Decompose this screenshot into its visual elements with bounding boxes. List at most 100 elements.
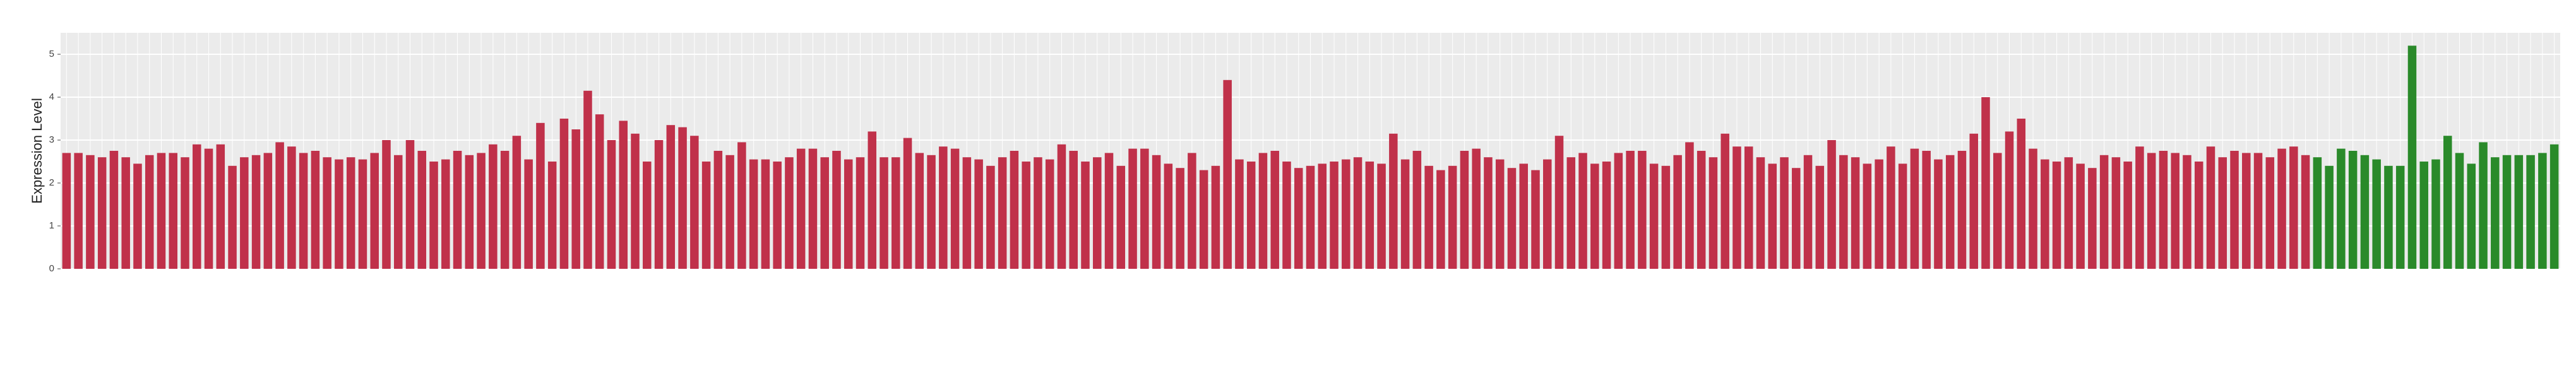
y-axis-label: Expression Level — [29, 98, 45, 204]
bar — [2029, 148, 2037, 269]
bar — [2549, 144, 2559, 269]
bar — [2099, 155, 2109, 269]
bar — [169, 153, 178, 269]
bar — [500, 151, 510, 269]
bar — [204, 148, 213, 269]
bar — [2052, 162, 2061, 269]
bar — [1957, 151, 1967, 269]
y-tick-label: 4 — [49, 92, 54, 102]
bar — [796, 148, 806, 269]
bar — [2419, 162, 2428, 269]
bar — [145, 155, 154, 269]
bar — [2360, 155, 2370, 269]
bar — [393, 155, 403, 269]
bar — [1649, 163, 1659, 269]
bar — [1270, 151, 1279, 269]
bar — [725, 155, 734, 269]
bar — [1069, 151, 1078, 269]
bar — [121, 157, 130, 269]
bar — [1246, 162, 1256, 269]
bar — [1472, 148, 1481, 269]
bar — [1590, 163, 1599, 269]
y-tick-label: 3 — [49, 134, 54, 145]
bar — [2538, 153, 2547, 269]
bar — [2017, 119, 2026, 269]
bar — [785, 157, 794, 269]
bar — [832, 151, 841, 269]
bar — [1223, 80, 1232, 269]
bar — [1969, 133, 1978, 269]
bar — [1803, 155, 1813, 269]
bar — [2183, 155, 2191, 269]
bar — [109, 151, 119, 269]
bar — [856, 157, 865, 269]
bar — [465, 155, 474, 269]
y-tick-label: 5 — [49, 49, 54, 59]
bar — [1116, 165, 1126, 269]
bar — [1400, 159, 1410, 269]
bar — [595, 114, 604, 269]
bar — [998, 157, 1007, 269]
bar — [1377, 163, 1386, 269]
bar — [1898, 163, 1907, 269]
bar — [1792, 168, 1801, 269]
bar — [1696, 151, 1706, 269]
bar — [808, 148, 818, 269]
bar — [749, 159, 758, 269]
bar — [1578, 153, 1587, 269]
bar — [974, 159, 983, 269]
bar — [1176, 168, 1184, 269]
bar — [1436, 170, 1445, 269]
bar — [1235, 159, 1244, 269]
bar — [1211, 165, 1220, 269]
bar — [2407, 45, 2417, 269]
bar — [2206, 146, 2215, 269]
bar — [429, 162, 438, 269]
bar — [287, 146, 296, 269]
bar — [346, 157, 355, 269]
bar — [2479, 142, 2488, 269]
bar — [405, 140, 415, 269]
bar — [2041, 159, 2049, 269]
bar — [1839, 155, 1848, 269]
bar — [844, 159, 853, 269]
bar — [2265, 157, 2275, 269]
bar — [477, 153, 486, 269]
bar — [2514, 155, 2524, 269]
bar — [2502, 155, 2512, 269]
y-tick-label: 0 — [49, 263, 54, 274]
bar — [1306, 165, 1315, 269]
bar — [1815, 165, 1825, 269]
bar — [193, 144, 201, 269]
bar — [133, 163, 142, 269]
bar — [1673, 155, 1682, 269]
bar — [2348, 151, 2358, 269]
bar — [1554, 136, 1564, 269]
bar — [654, 140, 664, 269]
bar — [2135, 146, 2144, 269]
bar — [939, 146, 948, 269]
bar — [2076, 163, 2085, 269]
bar — [868, 131, 877, 269]
bar — [2313, 157, 2322, 269]
bar — [2194, 162, 2203, 269]
bar — [678, 127, 687, 269]
bar — [903, 138, 912, 269]
bar — [2218, 157, 2227, 269]
bar — [323, 157, 331, 269]
bar — [2242, 153, 2251, 269]
bar — [1614, 153, 1623, 269]
bar — [1199, 170, 1208, 269]
bar — [1685, 142, 1694, 269]
bar — [2301, 155, 2310, 269]
bar — [1495, 159, 1505, 269]
bar — [1282, 162, 1291, 269]
bar — [1010, 151, 1019, 269]
bar — [1188, 153, 1196, 269]
bar — [880, 157, 888, 269]
bar — [1022, 162, 1030, 269]
bar — [1934, 159, 1943, 269]
bar — [607, 140, 616, 269]
bar — [1424, 165, 1433, 269]
